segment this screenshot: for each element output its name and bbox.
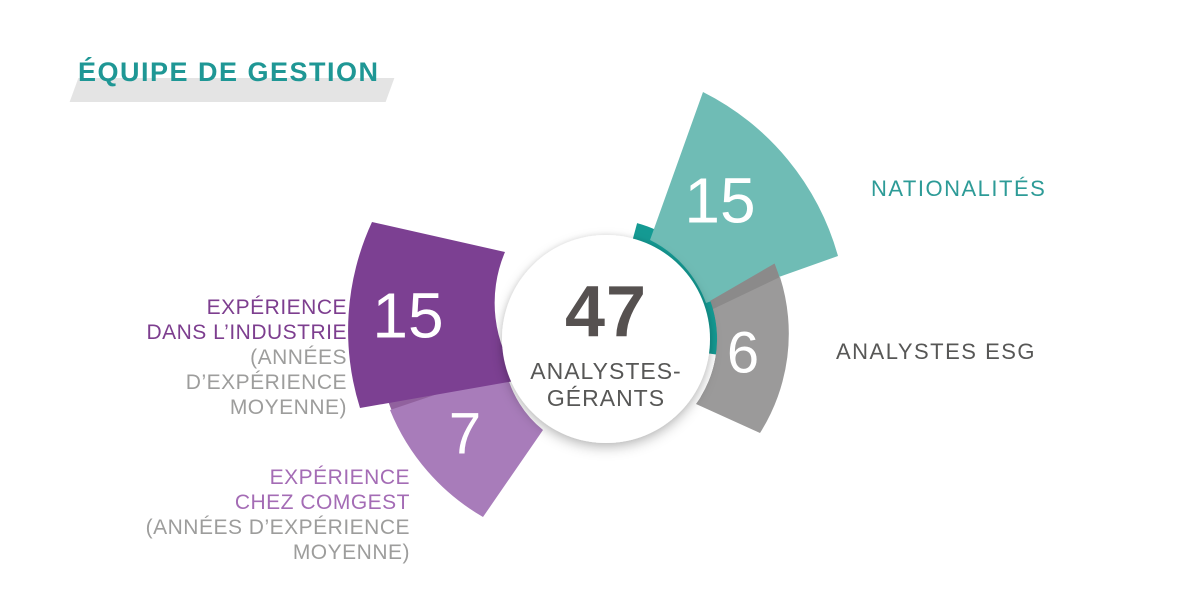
wedge-experience-industrie	[348, 222, 520, 408]
label-experience-comgest: EXPÉRIENCE CHEZ COMGEST (ANNÉES D’EXPÉRI…	[118, 465, 410, 565]
wedge-nationalites	[650, 92, 838, 303]
center-metric-label-line2: GÉRANTS	[546, 385, 666, 411]
center-metric-value: 47	[564, 272, 648, 352]
segment-value-experience-industrie: 15	[372, 279, 443, 351]
label-industrie-line5: MOYENNE)	[229, 396, 347, 419]
center-circle	[502, 235, 710, 443]
label-industrie-line3: (ANNÉES	[250, 346, 347, 369]
segment-value-experience-comgest: 7	[449, 401, 481, 466]
label-comgest-line4: MOYENNE)	[292, 541, 410, 564]
label-comgest-line3: (ANNÉES D’EXPÉRIENCE	[145, 516, 410, 539]
page-title: ÉQUIPE DE GESTION	[78, 57, 380, 87]
center-metric: 47 ANALYSTES- GÉRANTS	[502, 237, 710, 441]
label-industrie-line1: EXPÉRIENCE	[206, 296, 347, 319]
page-title-block: ÉQUIPE DE GESTION	[69, 57, 395, 102]
center-metric-label-line1: ANALYSTES-	[530, 358, 682, 384]
label-comgest-line1: EXPÉRIENCE	[269, 466, 410, 489]
label-industrie-line4: D’EXPÉRIENCE	[185, 371, 347, 394]
segment-value-analystes-esg: 6	[727, 320, 759, 385]
label-nationalites: NATIONALITÉS	[871, 176, 1047, 201]
wedge-experience-comgest	[390, 371, 543, 517]
label-comgest-line2: CHEZ COMGEST	[234, 491, 410, 514]
label-industrie-line2: DANS L’INDUSTRIE	[146, 321, 347, 344]
label-analystes-esg: ANALYSTES ESG	[836, 339, 1037, 364]
center-metric-label: ANALYSTES- GÉRANTS	[530, 358, 681, 412]
label-experience-industrie: EXPÉRIENCE DANS L’INDUSTRIE (ANNÉES D’EX…	[87, 295, 347, 420]
segment-value-nationalites: 15	[684, 164, 755, 236]
wedge-analystes-esg	[696, 277, 789, 433]
